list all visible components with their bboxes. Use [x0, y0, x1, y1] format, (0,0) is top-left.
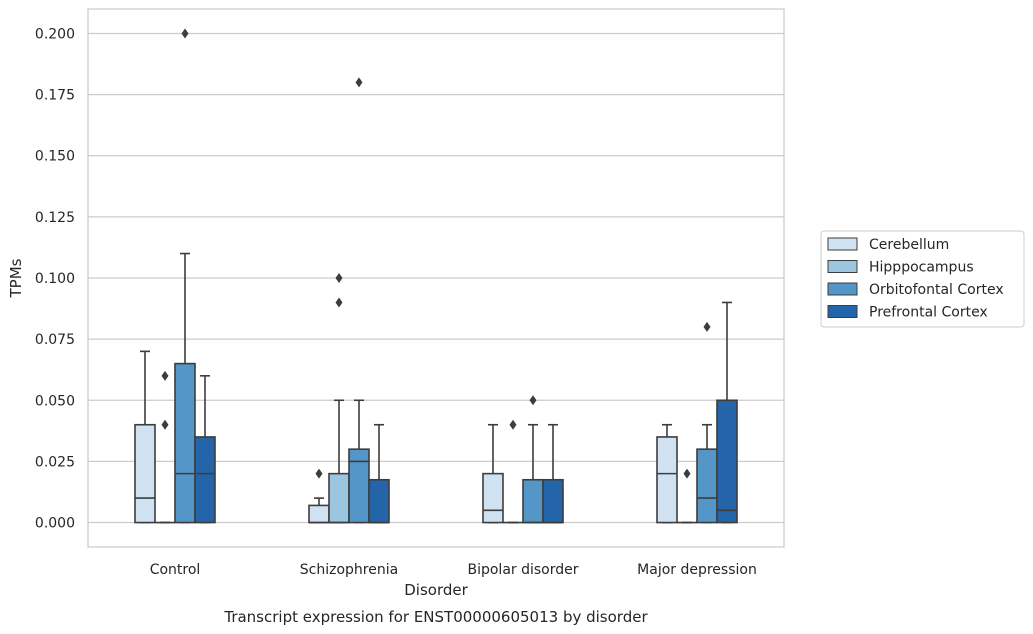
box-group [522, 395, 544, 524]
x-tick-labels: Control Schizophrenia Bipolar disorder Majo… [150, 562, 757, 578]
box [696, 448, 718, 524]
y-axis-title: TPMs [7, 258, 25, 298]
outlier-point [335, 273, 343, 283]
box [194, 436, 216, 524]
box [328, 472, 350, 524]
outlier-point [335, 297, 343, 308]
box-group [656, 423, 678, 524]
outlier-point [161, 419, 169, 430]
box [134, 423, 156, 524]
box-group [482, 423, 504, 524]
outlier-point [683, 468, 691, 479]
legend: Cerebellum Hipppocampus Orbitofontal Corte… [820, 230, 1025, 328]
x-tick-label: Control [150, 562, 201, 578]
x-tick-label: Bipolar disorder [467, 562, 578, 578]
legend-swatch [827, 260, 858, 273]
y-tick-label: 0.150 [35, 149, 75, 165]
y-tick-label: 0.025 [35, 454, 75, 470]
x-tick-label: Major depression [637, 562, 757, 578]
y-tick-label: 0.175 [35, 88, 75, 104]
x-tick-label: Schizophrenia [300, 562, 398, 578]
y-tick-label: 0.075 [35, 332, 75, 348]
outlier-point [529, 395, 537, 406]
outlier-point [161, 370, 169, 381]
box-group [134, 350, 156, 524]
box-group [348, 77, 370, 524]
box [482, 472, 504, 524]
box [348, 448, 370, 524]
legend-frame [820, 230, 1025, 328]
plot-frame [87, 8, 785, 548]
outlier-point [355, 77, 363, 88]
box [368, 478, 390, 524]
chart-title: Transcript expression for ENST0000060501… [223, 608, 648, 626]
box-group [194, 375, 216, 524]
legend-label: Orbitofontal Cortex [869, 282, 1004, 298]
y-tick-labels: 0.000 0.025 0.050 0.075 0.100 0.125 0.150 0.175… [35, 26, 75, 531]
y-tick-label: 0.100 [35, 271, 75, 287]
box [522, 478, 544, 524]
box-group [328, 273, 350, 524]
legend-label: Cerebellum [869, 237, 949, 253]
box-group [716, 301, 738, 524]
outlier-point [509, 419, 517, 430]
outlier-point [181, 28, 189, 39]
box [656, 436, 678, 524]
y-tick-label: 0.000 [35, 516, 75, 532]
legend-label: Hipppocampus [869, 260, 974, 276]
outlier-point [703, 321, 711, 332]
y-tick-label: 0.125 [35, 210, 75, 226]
y-tick-label: 0.200 [35, 26, 75, 42]
box [716, 399, 738, 524]
box-group [696, 321, 718, 524]
x-axis-title: Disorder [404, 581, 468, 599]
box [542, 478, 564, 524]
legend-swatch [827, 282, 858, 296]
box [308, 504, 330, 524]
legend-swatch [827, 305, 858, 318]
box-group [503, 419, 523, 524]
box-group [174, 28, 196, 524]
box-group [368, 423, 390, 524]
box-groups [134, 28, 738, 524]
y-tick-label: 0.050 [35, 393, 75, 409]
legend-label: Prefrontal Cortex [869, 305, 988, 321]
legend-swatch [827, 237, 858, 251]
box-group [155, 370, 175, 524]
box [174, 362, 196, 524]
outlier-point [315, 468, 323, 479]
box-group [542, 423, 564, 524]
box-group [677, 468, 697, 524]
